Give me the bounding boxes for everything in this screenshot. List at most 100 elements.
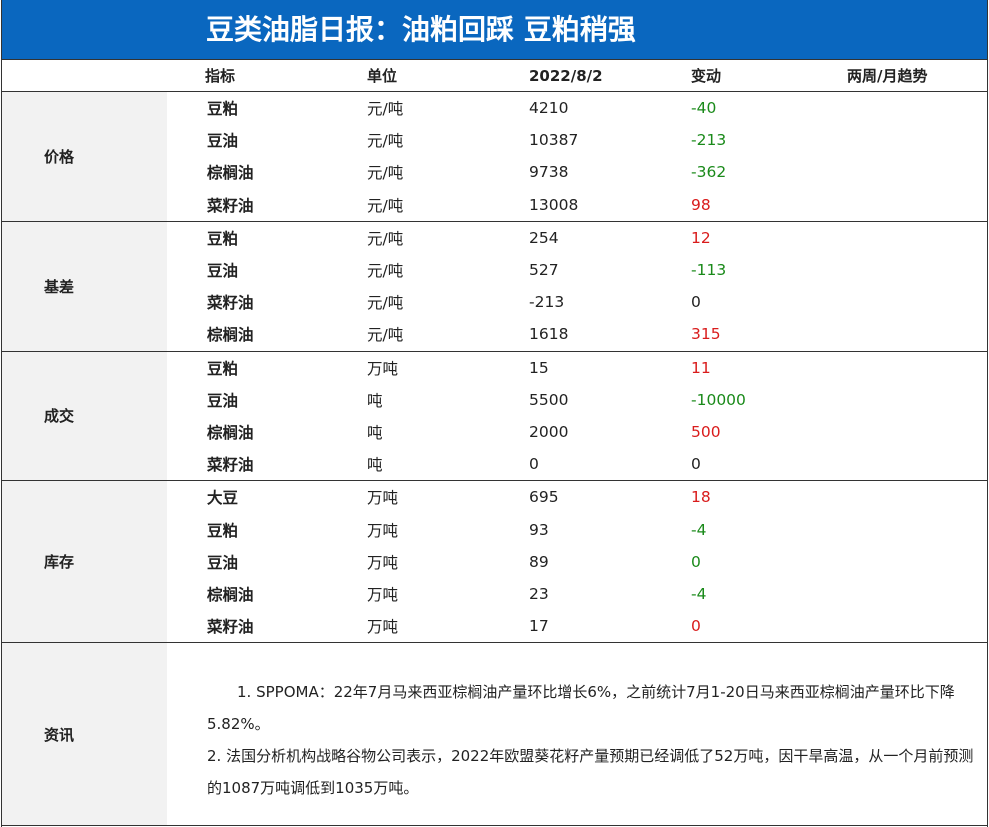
change-cell: 18 [691, 488, 711, 507]
change-cell: -362 [691, 163, 727, 182]
unit-cell: 元/吨 [367, 294, 404, 313]
value-cell: 527 [529, 261, 559, 280]
change-cell: 500 [691, 422, 721, 441]
value-cell: 2000 [529, 422, 569, 441]
table-row: 菜籽油 吨 0 0 [167, 448, 987, 480]
value-cell: 15 [529, 358, 549, 377]
unit-cell: 吨 [367, 423, 383, 442]
table-row: 大豆 万吨 695 18 [167, 481, 987, 513]
table-row: 棕榈油 吨 2000 500 [167, 416, 987, 448]
indicator-name: 菜籽油 [207, 618, 254, 637]
value-cell: 17 [529, 617, 549, 636]
table-row: 菜籽油 元/吨 13008 98 [167, 189, 987, 221]
table-row: 豆粕 万吨 93 -4 [167, 513, 987, 545]
table-row: 棕榈油 万吨 23 -4 [167, 578, 987, 610]
unit-cell: 万吨 [367, 359, 399, 378]
section-1: 基差 豆粕 元/吨 254 12 豆油 元/吨 527 -113 菜籽油 元/吨 -213 0 棕榈油 元/… [2, 221, 987, 352]
report-title: 豆类油脂日报：油粕回踩 豆粕稍强 [2, 0, 987, 60]
change-cell: 11 [691, 358, 711, 377]
header-unit: 单位 [367, 67, 398, 85]
change-cell: 0 [691, 455, 701, 474]
news-item: 2. 法国分析机构战略谷物公司表示，2022年欧盟葵花籽产量预期已经调低了52万… [207, 747, 974, 798]
indicator-name: 菜籽油 [207, 294, 254, 313]
indicator-name: 豆粕 [207, 359, 239, 378]
unit-cell: 元/吨 [367, 229, 404, 248]
change-cell: -113 [691, 261, 727, 280]
section-category: 基差 [2, 221, 167, 351]
value-cell: 13008 [529, 195, 579, 214]
indicator-name: 豆油 [207, 391, 239, 410]
table-row: 棕榈油 元/吨 1618 315 [167, 318, 987, 350]
unit-cell: 元/吨 [367, 164, 404, 183]
table-row: 棕榈油 元/吨 9738 -362 [167, 156, 987, 188]
table-row: 菜籽油 万吨 17 0 [167, 610, 987, 642]
unit-cell: 万吨 [367, 521, 399, 540]
table-row: 菜籽油 元/吨 -213 0 [167, 286, 987, 318]
change-cell: 0 [691, 293, 701, 312]
unit-cell: 万吨 [367, 489, 399, 508]
indicator-name: 棕榈油 [207, 423, 254, 442]
value-cell: 695 [529, 488, 559, 507]
section-3: 库存 大豆 万吨 695 18 豆粕 万吨 93 -4 豆油 万吨 89 0 棕榈油 万吨 23 -4 菜籽油 万吨… [2, 481, 987, 644]
section-rows: 豆粕 元/吨 4210 -40 豆油 元/吨 10387 -213 棕榈油 元/吨 9738 -362… [167, 92, 987, 221]
header-indicator: 指标 [205, 67, 236, 85]
indicator-name: 大豆 [207, 489, 239, 508]
change-cell: 0 [691, 552, 701, 571]
indicator-name: 豆粕 [207, 521, 239, 540]
section-2: 成交 豆粕 万吨 15 11 豆油吨 5500 -10000 棕榈油吨 2000 500 菜籽油吨 0 0 [2, 351, 987, 482]
indicator-name: 豆粕 [207, 100, 239, 119]
section-0: 价格 豆粕 元/吨 4210 -40 豆油 元/吨 10387 -213 棕榈油 元/吨 9738 -3… [2, 92, 987, 222]
value-cell: 0 [529, 455, 539, 474]
unit-cell: 元/吨 [367, 196, 404, 215]
value-cell: 93 [529, 520, 549, 539]
indicator-name: 豆油 [207, 553, 239, 572]
table-row: 豆粕 元/吨 4210 -40 [167, 92, 987, 124]
change-cell: -40 [691, 99, 717, 118]
change-cell: -213 [691, 131, 727, 150]
section-rows: 豆粕 万吨 15 11 豆油吨 5500 -10000 棕榈油吨 2000 500 菜籽油吨 0 0 [167, 352, 987, 481]
unit-cell: 元/吨 [367, 326, 404, 345]
value-cell: 10387 [529, 131, 579, 150]
header-trend: 两周/月趋势 [847, 67, 928, 85]
change-cell: -10000 [691, 390, 746, 409]
table-row: 豆油 元/吨 10387 -213 [167, 124, 987, 156]
indicator-name: 菜籽油 [207, 456, 254, 475]
value-cell: 23 [529, 584, 549, 603]
indicator-name: 棕榈油 [207, 164, 254, 183]
news-body: 1. SPPOMA：22年7月马来西亚棕榈油产量环比增长6%，之前统计7月1-2… [167, 643, 987, 825]
table-row: 豆粕 元/吨 254 12 [167, 222, 987, 254]
header-change: 变动 [691, 67, 722, 85]
value-cell: -213 [529, 293, 565, 312]
value-cell: 5500 [529, 390, 569, 409]
header-date: 2022/8/2 [529, 66, 603, 85]
unit-cell: 元/吨 [367, 132, 404, 151]
unit-cell: 吨 [367, 456, 383, 475]
table-row: 豆油 万吨 89 0 [167, 546, 987, 578]
unit-cell: 万吨 [367, 585, 399, 604]
value-cell: 1618 [529, 325, 569, 344]
news-section: 资讯 1. SPPOMA：22年7月马来西亚棕榈油产量环比增长6%，之前统计7月… [2, 643, 987, 827]
table-row: 豆油 元/吨 527 -113 [167, 254, 987, 286]
table-row: 豆粕 万吨 15 11 [167, 352, 987, 384]
change-cell: -4 [691, 584, 707, 603]
unit-cell: 万吨 [367, 618, 399, 637]
table-row: 豆油 吨 5500 -10000 [167, 384, 987, 416]
unit-cell: 万吨 [367, 553, 399, 572]
value-cell: 89 [529, 552, 549, 571]
change-cell: 12 [691, 228, 711, 247]
value-cell: 4210 [529, 99, 569, 118]
change-cell: 315 [691, 325, 721, 344]
indicator-name: 豆油 [207, 262, 239, 281]
news-item: 1. SPPOMA：22年7月马来西亚棕榈油产量环比增长6%，之前统计7月1-2… [207, 683, 955, 734]
change-cell: 98 [691, 195, 711, 214]
section-category: 库存 [2, 481, 167, 643]
indicator-name: 豆粕 [207, 229, 239, 248]
indicator-name: 菜籽油 [207, 196, 254, 215]
change-cell: -4 [691, 520, 707, 539]
indicator-name: 豆油 [207, 132, 239, 151]
section-rows: 豆粕 元/吨 254 12 豆油 元/吨 527 -113 菜籽油 元/吨 -213 0 棕榈油 元/吨 1… [167, 222, 987, 351]
unit-cell: 吨 [367, 391, 383, 410]
indicator-name: 棕榈油 [207, 585, 254, 604]
indicator-name: 棕榈油 [207, 326, 254, 345]
